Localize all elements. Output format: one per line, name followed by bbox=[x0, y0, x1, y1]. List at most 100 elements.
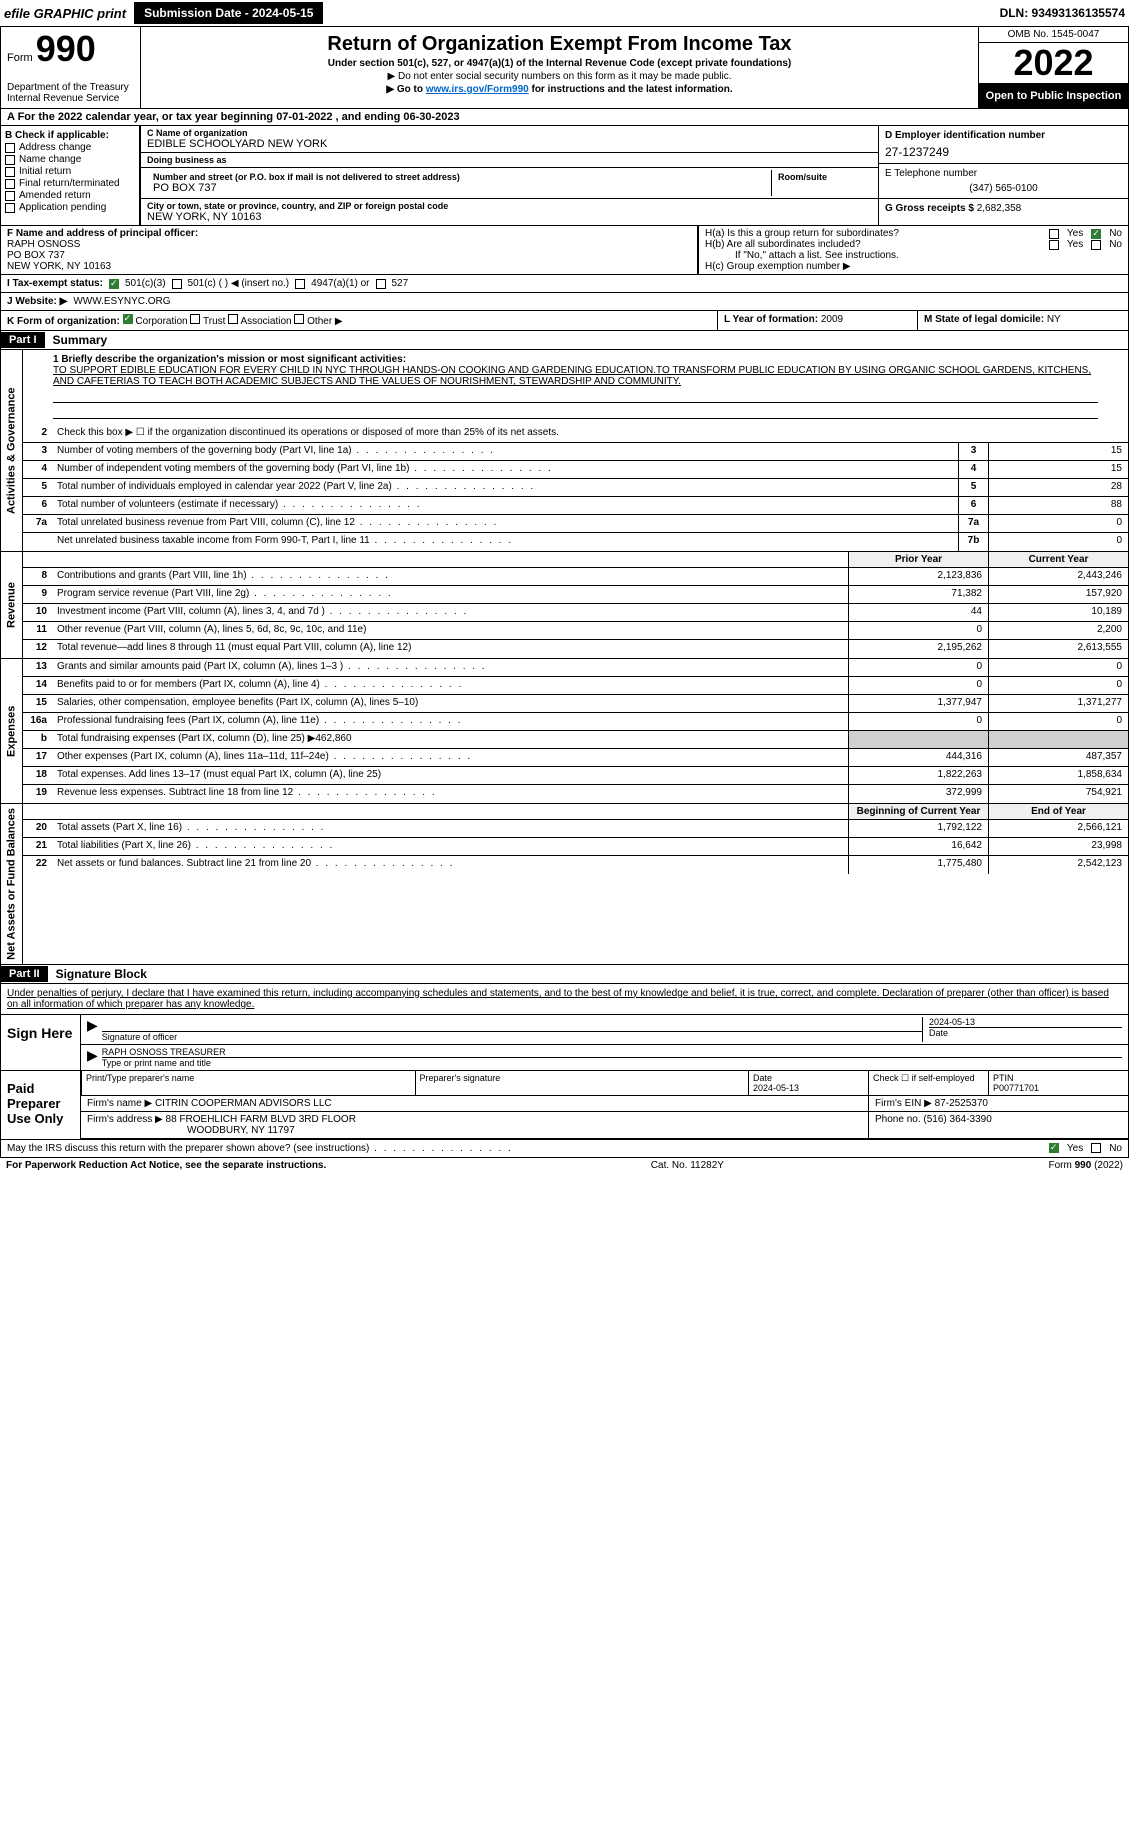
chk-discuss-no[interactable] bbox=[1091, 1143, 1101, 1153]
part2-header: Part II bbox=[1, 966, 48, 982]
line-15: Salaries, other compensation, employee b… bbox=[53, 695, 848, 712]
chk-assoc[interactable] bbox=[228, 314, 238, 324]
chk-corp[interactable] bbox=[123, 314, 133, 324]
officer-name: RAPH OSNOSS bbox=[7, 239, 691, 250]
chk-app-pending[interactable] bbox=[5, 203, 15, 213]
declaration-text: Under penalties of perjury, I declare th… bbox=[7, 988, 1109, 1010]
omb-number: OMB No. 1545-0047 bbox=[979, 27, 1128, 43]
header-left: Form 990 Department of the Treasury Inte… bbox=[1, 27, 141, 108]
mission-text: TO SUPPORT EDIBLE EDUCATION FOR EVERY CH… bbox=[53, 365, 1098, 387]
chk-initial-return[interactable] bbox=[5, 167, 15, 177]
check-b-label: B Check if applicable: bbox=[5, 130, 135, 141]
chk-address-change[interactable] bbox=[5, 143, 15, 153]
chk-hb-no[interactable] bbox=[1091, 240, 1101, 250]
irs-link[interactable]: www.irs.gov/Form990 bbox=[426, 84, 529, 95]
website-row: J Website: ▶ WWW.ESYNYC.ORG bbox=[0, 293, 1129, 311]
chk-amended[interactable] bbox=[5, 191, 15, 201]
firm-name: CITRIN COOPERMAN ADVISORS LLC bbox=[155, 1098, 332, 1109]
discuss-row: May the IRS discuss this return with the… bbox=[0, 1140, 1129, 1158]
arrow-icon: ▶ bbox=[87, 1047, 98, 1068]
status-label: I Tax-exempt status: bbox=[7, 278, 103, 289]
form-header: Form 990 Department of the Treasury Inte… bbox=[0, 27, 1129, 109]
check-b-block: B Check if applicable: Address change Na… bbox=[1, 126, 141, 225]
col-current: Current Year bbox=[988, 552, 1128, 567]
line-2: Check this box ▶ ☐ if the organization d… bbox=[53, 425, 1128, 442]
governance-section: Activities & Governance 1 Briefly descri… bbox=[0, 350, 1129, 552]
dba-label: Doing business as bbox=[147, 155, 872, 165]
chk-discuss-yes[interactable] bbox=[1049, 1143, 1059, 1153]
form-prefix: Form bbox=[7, 52, 33, 64]
officer-block: F Name and address of principal officer:… bbox=[1, 226, 698, 274]
prep-date: 2024-05-13 bbox=[753, 1083, 799, 1093]
chk-4947[interactable] bbox=[295, 279, 305, 289]
line-3: Number of voting members of the governin… bbox=[53, 443, 958, 460]
preparer-block: Paid Preparer Use Only Print/Type prepar… bbox=[0, 1071, 1129, 1140]
part1-title: Summary bbox=[45, 331, 116, 349]
form-number: 990 bbox=[36, 28, 96, 69]
line-17: Other expenses (Part IX, column (A), lin… bbox=[53, 749, 848, 766]
korg-block: K Form of organization: Corporation Trus… bbox=[0, 311, 1129, 331]
top-bar: efile GRAPHIC print Submission Date - 20… bbox=[0, 0, 1129, 27]
hb-label: H(b) Are all subordinates included? bbox=[705, 239, 861, 250]
line-18: Total expenses. Add lines 13–17 (must eq… bbox=[53, 767, 848, 784]
chk-501c3[interactable] bbox=[109, 279, 119, 289]
chk-name-change[interactable] bbox=[5, 155, 15, 165]
ha-label: H(a) Is this a group return for subordin… bbox=[705, 228, 899, 239]
part2-header-row: Part II Signature Block bbox=[0, 965, 1129, 984]
website-label: J Website: ▶ bbox=[7, 296, 67, 307]
submission-date-button[interactable]: Submission Date - 2024-05-15 bbox=[134, 2, 323, 24]
discuss-text: May the IRS discuss this return with the… bbox=[7, 1143, 513, 1154]
phone-value: (347) 565-0100 bbox=[885, 183, 1122, 194]
dln-label: DLN: 93493136135574 bbox=[1000, 6, 1125, 20]
ein-value: 27-1237249 bbox=[885, 145, 1122, 159]
website-value: WWW.ESYNYC.ORG bbox=[73, 296, 170, 307]
prep-h-sig: Preparer's signature bbox=[415, 1071, 749, 1096]
chk-501c[interactable] bbox=[172, 279, 182, 289]
line-9: Program service revenue (Part VIII, line… bbox=[53, 586, 848, 603]
hc-label: H(c) Group exemption number ▶ bbox=[705, 261, 1122, 272]
side-revenue: Revenue bbox=[1, 552, 23, 658]
footer-center: Cat. No. 11282Y bbox=[651, 1160, 724, 1171]
line-19: Revenue less expenses. Subtract line 18 … bbox=[53, 785, 848, 803]
org-name-label: C Name of organization bbox=[147, 128, 872, 138]
line-5: Total number of individuals employed in … bbox=[53, 479, 958, 496]
sig-name: RAPH OSNOSS TREASURER bbox=[102, 1047, 1122, 1057]
entity-center: C Name of organization EDIBLE SCHOOLYARD… bbox=[141, 126, 878, 225]
val-3: 15 bbox=[988, 443, 1128, 460]
prep-h-name: Print/Type preparer's name bbox=[81, 1071, 415, 1096]
tax-year: 2022 bbox=[979, 43, 1128, 84]
phone-label: E Telephone number bbox=[885, 168, 1122, 179]
line-4: Number of independent voting members of … bbox=[53, 461, 958, 478]
prep-ptin: P00771701 bbox=[993, 1083, 1039, 1093]
line-13: Grants and similar amounts paid (Part IX… bbox=[53, 659, 848, 676]
chk-ha-yes[interactable] bbox=[1049, 229, 1059, 239]
mission-label: 1 Briefly describe the organization's mi… bbox=[53, 354, 1098, 365]
sig-name-label: Type or print name and title bbox=[102, 1057, 1122, 1068]
form-note-2: ▶ Go to www.irs.gov/Form990 for instruct… bbox=[151, 84, 968, 95]
inspection-label: Open to Public Inspection bbox=[979, 84, 1128, 108]
sig-date: 2024-05-13 bbox=[929, 1017, 1122, 1027]
line-22: Net assets or fund balances. Subtract li… bbox=[53, 856, 848, 874]
sign-here-label: Sign Here bbox=[1, 1015, 81, 1070]
chk-ha-no[interactable] bbox=[1091, 229, 1101, 239]
firm-ein: 87-2525370 bbox=[935, 1098, 988, 1109]
h-block: H(a) Is this a group return for subordin… bbox=[698, 226, 1128, 274]
line-7a: Total unrelated business revenue from Pa… bbox=[53, 515, 958, 532]
side-netassets: Net Assets or Fund Balances bbox=[1, 804, 23, 964]
chk-hb-yes[interactable] bbox=[1049, 240, 1059, 250]
sig-officer-label: Signature of officer bbox=[102, 1031, 922, 1042]
form-note-1: ▶ Do not enter social security numbers o… bbox=[151, 71, 968, 82]
chk-other[interactable] bbox=[294, 314, 304, 324]
side-governance: Activities & Governance bbox=[1, 350, 23, 551]
entity-block: B Check if applicable: Address change Na… bbox=[0, 126, 1129, 226]
netassets-section: Net Assets or Fund Balances Beginning of… bbox=[0, 804, 1129, 965]
line-20: Total assets (Part X, line 16) bbox=[53, 820, 848, 837]
part2-title: Signature Block bbox=[48, 965, 155, 983]
officer-h-block: F Name and address of principal officer:… bbox=[0, 226, 1129, 275]
footer-row: For Paperwork Reduction Act Notice, see … bbox=[0, 1158, 1129, 1173]
chk-trust[interactable] bbox=[190, 314, 200, 324]
officer-addr1: PO BOX 737 bbox=[7, 250, 691, 261]
blank-line bbox=[53, 405, 1098, 419]
chk-527[interactable] bbox=[376, 279, 386, 289]
chk-final-return[interactable] bbox=[5, 179, 15, 189]
